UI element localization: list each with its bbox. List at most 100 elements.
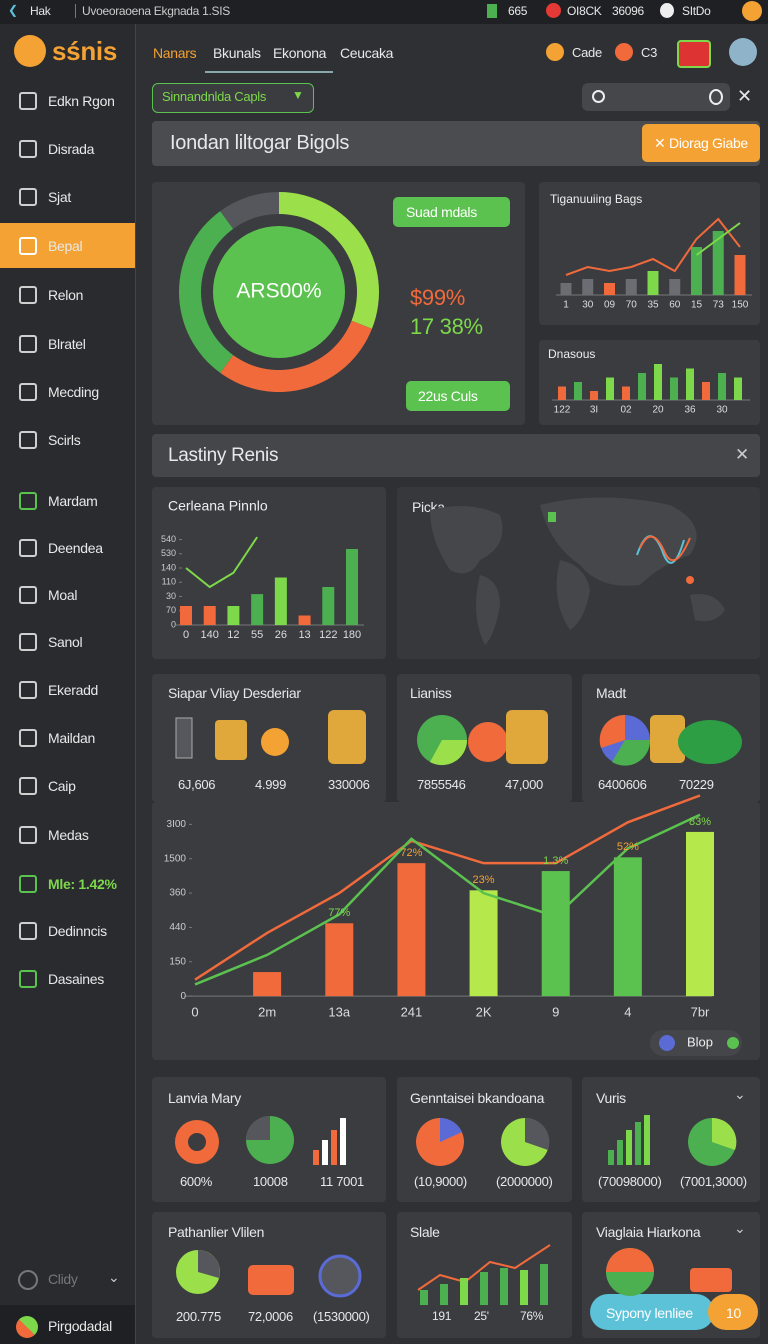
filter-label[interactable]: Sinnandnlda Capls	[162, 89, 267, 104]
nav-item[interactable]: Mardam	[48, 493, 98, 509]
card-value: 4.999	[255, 777, 287, 792]
cta-badge[interactable]	[708, 1294, 758, 1330]
nav-icon	[19, 875, 37, 893]
x-tick-label: 191	[432, 1309, 452, 1323]
card-title: Lanvia Mary	[168, 1090, 241, 1106]
nav-icon	[19, 586, 37, 604]
banner-button-text[interactable]: Diorag Giabe	[669, 135, 748, 151]
nav-item[interactable]: Mecding	[48, 384, 99, 400]
action-icon[interactable]	[615, 43, 633, 61]
pill[interactable]	[406, 381, 510, 411]
nav-item[interactable]: Dasaines	[48, 971, 104, 987]
x-tick-label: 76%	[520, 1309, 544, 1323]
nav-icon	[19, 140, 37, 158]
pill[interactable]	[393, 197, 510, 227]
nav-item[interactable]: Medas	[48, 827, 89, 843]
card-title: Vuris	[596, 1090, 626, 1106]
banner-title: Iondan liltogar Bigols	[170, 132, 350, 154]
search-toggle[interactable]	[709, 89, 723, 105]
nav-item[interactable]: Ekeradd	[48, 682, 99, 698]
legend-box[interactable]	[650, 1030, 742, 1056]
cta-badge-label[interactable]: 10	[726, 1305, 741, 1321]
footer-icon	[18, 1270, 38, 1290]
nav-item[interactable]: Moal	[48, 587, 78, 603]
banner-button-label[interactable]: ✕ Diorag Giabe	[654, 135, 748, 151]
cta-button[interactable]	[590, 1294, 714, 1330]
status-icon	[487, 4, 497, 18]
stat: 665	[508, 4, 528, 18]
nav-item[interactable]: Disrada	[48, 141, 95, 157]
nav-icon	[19, 335, 37, 353]
card-value: 11 7001	[320, 1174, 364, 1189]
nav-icon	[19, 237, 37, 255]
nav-icon	[19, 431, 37, 449]
header-action[interactable]: Cade	[572, 45, 602, 60]
back-label[interactable]: Hak	[30, 4, 51, 18]
card-value: (10,9000)	[414, 1174, 467, 1189]
close-icon[interactable]: ✕	[735, 445, 749, 464]
nav-item[interactable]: Maildan	[48, 730, 95, 746]
nav-icon	[19, 539, 37, 557]
map-panel	[397, 487, 760, 659]
card-title: Siapar Vliay Desderiar	[168, 685, 301, 701]
nav-icon	[19, 188, 37, 206]
chart-panel	[539, 182, 760, 325]
close-icon[interactable]: ✕	[737, 86, 752, 106]
card-value: (7001,3000)	[680, 1174, 747, 1189]
flag-icon[interactable]	[677, 40, 711, 68]
x-tick-label: 25'	[474, 1309, 489, 1323]
nav-icon	[19, 922, 37, 940]
card-value: 70229	[679, 777, 714, 792]
tab[interactable]: Ekonona	[273, 45, 327, 61]
nav-item[interactable]: Relon	[48, 287, 84, 303]
search-icon	[592, 90, 605, 103]
pill-label[interactable]: Suad mdals	[406, 204, 477, 220]
footer-item[interactable]: Pirgodadal	[48, 1318, 112, 1334]
nav-item[interactable]: Sanol	[48, 634, 83, 650]
footer-item[interactable]: Clidy	[48, 1271, 78, 1287]
nav-item[interactable]: Sjat	[48, 189, 71, 205]
nav-item[interactable]: Scirls	[48, 432, 81, 448]
gear-icon[interactable]	[546, 43, 564, 61]
chart-panel	[539, 340, 760, 425]
chevron[interactable]: ⌄	[108, 1269, 120, 1285]
header-action[interactable]: C3	[641, 45, 658, 60]
tab[interactable]: Bkunals	[213, 45, 261, 61]
nav-icon	[19, 970, 37, 988]
nav-icon	[19, 92, 37, 110]
nav-item[interactable]: Edkn Rgon	[48, 93, 115, 109]
chevron[interactable]: ⌄	[734, 1086, 746, 1102]
card-title: Lianiss	[410, 685, 452, 701]
chevron[interactable]: ▼	[292, 88, 304, 102]
pill-label[interactable]: 22us Culs	[418, 388, 478, 404]
card-value: (1530000)	[313, 1309, 370, 1324]
tab[interactable]: Nanars	[153, 45, 197, 61]
nav-item[interactable]: Dedinncis	[48, 923, 107, 939]
section-title: Lastiny Renis	[168, 445, 279, 466]
nav-item[interactable]: Blratel	[48, 336, 86, 352]
filter-button[interactable]	[152, 83, 314, 113]
status-icon	[546, 3, 561, 18]
search-box[interactable]	[582, 83, 730, 111]
nav-item[interactable]: Bepal	[48, 238, 83, 254]
banner-button[interactable]	[642, 124, 760, 162]
nav-item[interactable]: Deendea	[48, 540, 103, 556]
stat-value: $99%	[410, 285, 466, 310]
stat-value: 17 38%	[410, 314, 483, 339]
card-title: Slale	[410, 1224, 440, 1240]
badge-icon[interactable]	[742, 1, 762, 21]
avatar[interactable]	[729, 38, 757, 66]
active-item-bg	[0, 223, 135, 268]
cta-label[interactable]: Sypony lenliee	[606, 1305, 693, 1321]
nav-item[interactable]: Caip	[48, 778, 76, 794]
back-arrow[interactable]: ❮	[8, 3, 18, 17]
card-value: 600%	[180, 1174, 213, 1189]
tab[interactable]: Ceucaka	[340, 45, 394, 61]
nav-item[interactable]: Mle: 1.42%	[48, 876, 117, 892]
logo-icon	[14, 35, 46, 67]
chevron[interactable]: ⌄	[734, 1220, 746, 1236]
card-title: Viaglaia Hiarkona	[596, 1224, 701, 1240]
nav-icon	[19, 633, 37, 651]
card-value: 7855546	[417, 777, 466, 792]
